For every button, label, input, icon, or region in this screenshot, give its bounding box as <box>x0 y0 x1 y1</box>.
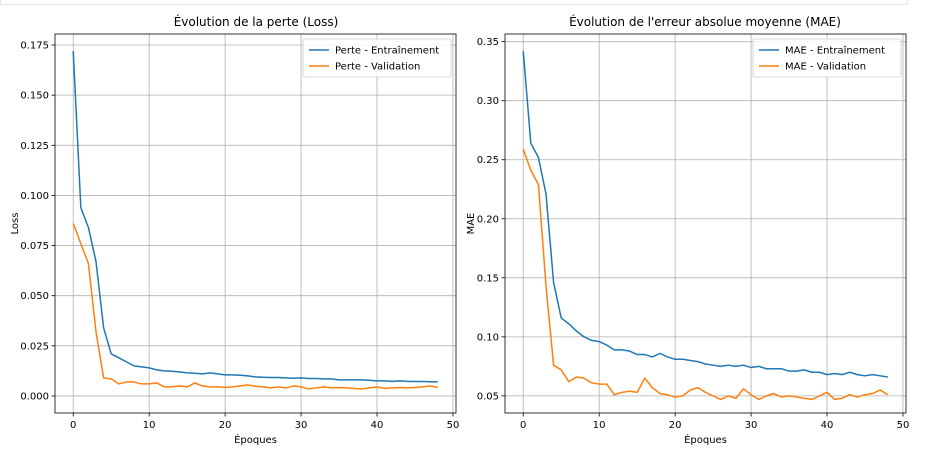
y-tick-label: 0.15 <box>477 273 499 284</box>
legend-label: MAE - Entraînement <box>785 45 885 57</box>
x-axis-label: Époques <box>684 433 727 446</box>
x-tick-label: 10 <box>593 420 606 431</box>
legend-label: Perte - Entraînement <box>335 45 439 57</box>
x-tick-label: 50 <box>897 420 910 431</box>
y-tick-label: 0.100 <box>20 191 49 202</box>
legend-box <box>302 38 452 78</box>
series-line-train <box>522 51 888 378</box>
x-tick-label: 50 <box>447 420 460 431</box>
x-tick-label: 0 <box>520 420 526 431</box>
plot-frame <box>504 33 907 414</box>
x-tick-label: 40 <box>371 420 384 431</box>
y-tick-label: 0.20 <box>477 214 499 225</box>
legend: Perte - Entraînement Perte - Validation <box>302 38 452 78</box>
y-tick-label: 0.175 <box>20 41 49 52</box>
series-line-train <box>72 51 438 383</box>
y-tick-label: 0.25 <box>477 155 499 166</box>
y-tick-label: 0.050 <box>20 291 49 302</box>
mae-chart: Évolution de l'erreur absolue moyenne (M… <box>466 14 909 446</box>
legend-label: Perte - Validation <box>335 62 420 73</box>
y-tick-label: 0.30 <box>477 96 499 107</box>
x-axis-label: Époques <box>234 433 277 446</box>
x-tick-label: 30 <box>295 420 308 431</box>
y-tick-label: 0.000 <box>20 391 49 402</box>
loss-chart: Évolution de la perte (Loss) 0 10 20 30 40 50 0… <box>10 14 459 446</box>
series-line-validation <box>72 223 438 390</box>
y-tick-label: 0.125 <box>20 141 49 152</box>
y-axis-label: Loss <box>10 213 21 235</box>
x-tick-label: 30 <box>745 420 758 431</box>
y-tick-label: 0.075 <box>20 241 49 252</box>
top-divider <box>0 0 908 5</box>
chart-title: Évolution de l'erreur absolue moyenne (M… <box>569 14 841 29</box>
y-tick-label: 0.10 <box>477 332 499 343</box>
y-tick-label: 0.05 <box>477 391 499 402</box>
x-tick-label: 20 <box>219 420 232 431</box>
legend: MAE - Entraînement MAE - Validation <box>752 38 902 78</box>
plot-frame <box>54 33 457 414</box>
y-tick-label: 0.150 <box>20 91 49 102</box>
x-tick-label: 10 <box>143 420 156 431</box>
x-tick-label: 0 <box>70 420 76 431</box>
y-axis-label: MAE <box>466 213 477 235</box>
x-tick-label: 40 <box>821 420 834 431</box>
x-tick-label: 20 <box>669 420 682 431</box>
y-tick-label: 0.025 <box>20 341 49 352</box>
legend-label: MAE - Validation <box>785 62 866 73</box>
y-tick-label: 0.35 <box>477 37 499 48</box>
legend-box <box>752 38 902 78</box>
series-line-validation <box>522 148 889 401</box>
chart-title: Évolution de la perte (Loss) <box>174 14 339 29</box>
